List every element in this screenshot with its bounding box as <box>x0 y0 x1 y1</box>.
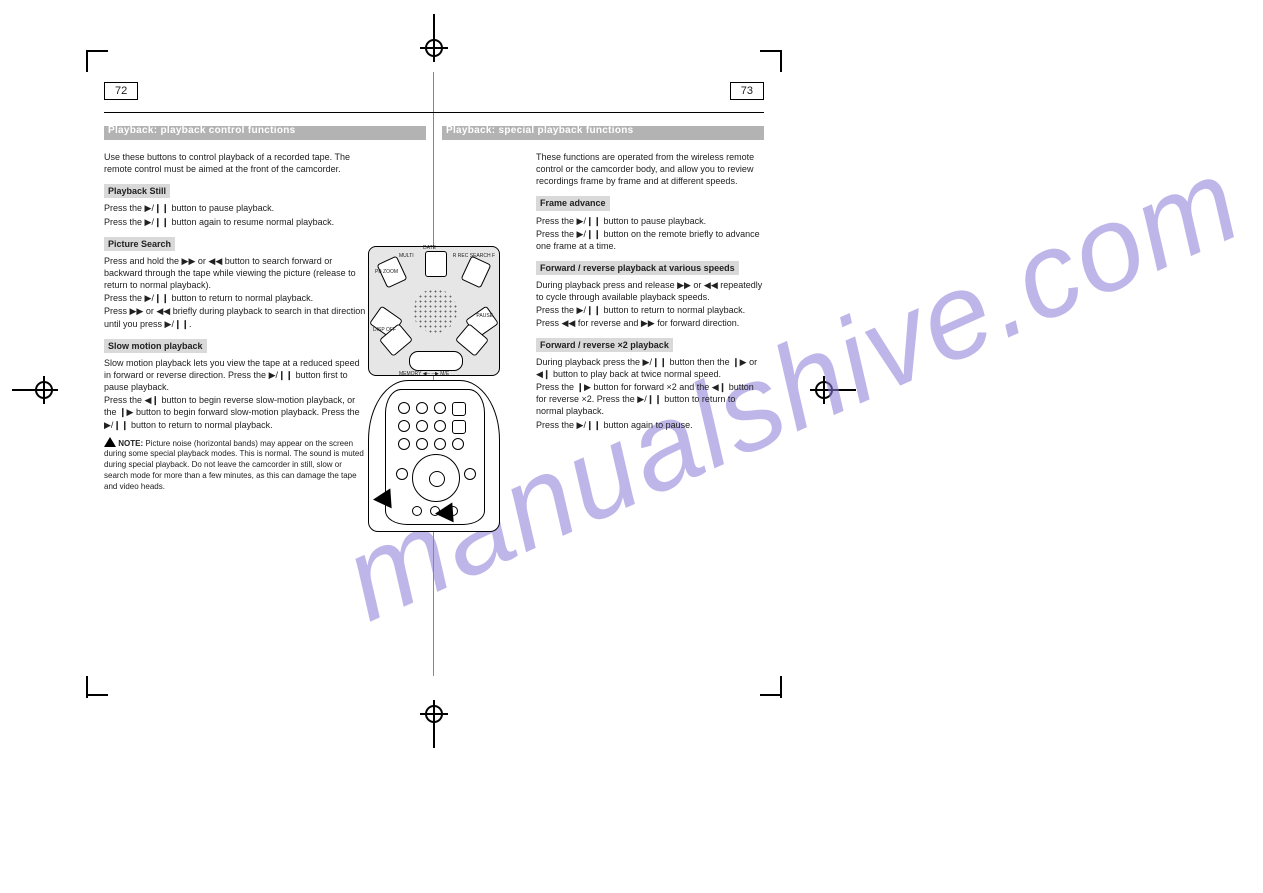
remote-button-icon <box>412 506 422 516</box>
body-text: Press the ▶/❙❙ button to return to norma… <box>536 304 764 328</box>
content-area: 72 73 Playback: playback control functio… <box>104 82 764 662</box>
note-body: Picture noise (horizontal bands) may app… <box>104 439 364 491</box>
register-mark-left <box>30 376 58 404</box>
body-text: Press the ▶/❙❙ button again to pause. <box>536 419 764 431</box>
intro-text: These functions are operated from the wi… <box>536 151 764 187</box>
intro-text: Use these buttons to control playback of… <box>104 151 368 175</box>
page-number-left: 72 <box>104 82 138 100</box>
fig-label: PB ZOOM <box>375 269 398 276</box>
remote-button-icon <box>464 468 476 480</box>
crop-mark <box>86 50 108 52</box>
remote-button-icon <box>398 420 410 432</box>
register-mark-right <box>810 376 838 404</box>
button-icon <box>461 256 492 289</box>
left-column: Use these buttons to control playback of… <box>104 150 368 650</box>
note-triangle-icon <box>104 437 116 447</box>
remote-jog-ring-icon <box>412 454 460 502</box>
remote-button-icon <box>434 402 446 414</box>
body-text: Press the ◀❙ button to begin reverse slo… <box>104 394 368 430</box>
remote-button-icon <box>452 438 464 450</box>
fig-label: R REC SEARCH F <box>453 253 495 260</box>
crop-mark <box>433 14 435 34</box>
body-text: Slow motion playback lets you view the t… <box>104 357 368 393</box>
fig-label: MULTI <box>399 253 414 260</box>
crop-mark <box>780 50 782 72</box>
header-rule <box>104 112 764 113</box>
body-text: Press the ▶/❙❙ button on the remote brie… <box>536 228 764 252</box>
fig-label: DISP OFF <box>373 327 396 334</box>
section-title-left: Playback: playback control functions <box>108 125 296 136</box>
crop-mark <box>86 694 108 696</box>
fig-label: MEMORY ◀─ ─▶ M/E <box>399 371 449 378</box>
section-title-right: Playback: special playback functions <box>446 125 634 136</box>
note-block: NOTE: Picture noise (horizontal bands) m… <box>104 437 368 493</box>
jog-dial-icon <box>409 351 463 371</box>
remote-button-icon <box>434 420 446 432</box>
crop-mark <box>780 676 782 698</box>
note-label: NOTE: <box>118 439 143 448</box>
button-icon <box>425 251 447 277</box>
crop-mark <box>86 50 88 72</box>
speaker-grille-icon <box>413 289 457 333</box>
remote-button-icon <box>416 420 428 432</box>
crop-mark <box>838 389 856 391</box>
remote-button-icon <box>398 402 410 414</box>
body-text: Press the ▶/❙❙ button to pause playback. <box>104 202 368 214</box>
body-text: Press the ▶/❙❙ button to pause playback. <box>536 215 764 227</box>
register-mark-bottom <box>420 700 448 728</box>
body-text: Press ▶▶ or ◀◀ briefly during playback t… <box>104 305 368 329</box>
figure-column: DATE R REC SEARCH F MULTI PB ZOOM DISP O… <box>368 150 500 650</box>
subhead-search: Picture Search <box>104 237 175 251</box>
remote-button-icon <box>398 438 410 450</box>
remote-button-icon <box>416 438 428 450</box>
remote-button-icon <box>416 402 428 414</box>
right-column: These functions are operated from the wi… <box>536 150 764 650</box>
pointer-arrow-icon <box>434 502 453 523</box>
body: Use these buttons to control playback of… <box>104 150 764 650</box>
crop-mark <box>86 676 88 698</box>
body-text: Press and hold the ▶▶ or ◀◀ button to se… <box>104 255 368 291</box>
remote-button-icon <box>452 420 466 434</box>
remote-button-icon <box>434 438 446 450</box>
page-number-right: 73 <box>730 82 764 100</box>
body-text: Press the ❙▶ button for forward ×2 and t… <box>536 381 764 417</box>
remote-button-icon <box>452 402 466 416</box>
body-text: Press the ▶/❙❙ button to return to norma… <box>104 292 368 304</box>
body-text: During playback press the ▶/❙❙ button th… <box>536 356 764 380</box>
subhead-frame: Frame advance <box>536 196 610 210</box>
figure-control-panel: DATE R REC SEARCH F MULTI PB ZOOM DISP O… <box>368 246 500 376</box>
crop-mark <box>433 728 435 748</box>
fig-label: PAUSE <box>476 313 493 320</box>
pointer-arrow-icon <box>372 488 391 509</box>
figure-remote <box>368 380 500 532</box>
body-text: Press the ▶/❙❙ button again to resume no… <box>104 216 368 228</box>
subhead-x2: Forward / reverse ×2 playback <box>536 338 673 352</box>
crop-mark <box>760 50 782 52</box>
page-root: manualshive.com 72 73 Playback: playback… <box>0 0 1263 893</box>
subhead-slow: Slow motion playback <box>104 339 207 353</box>
fig-label: DATE <box>423 245 436 252</box>
remote-button-icon <box>396 468 408 480</box>
crop-mark <box>12 389 30 391</box>
body-text: During playback press and release ▶▶ or … <box>536 279 764 303</box>
register-mark-top <box>420 34 448 62</box>
subhead-still: Playback Still <box>104 184 170 198</box>
subhead-speeds: Forward / reverse playback at various sp… <box>536 261 739 275</box>
crop-mark <box>760 694 782 696</box>
